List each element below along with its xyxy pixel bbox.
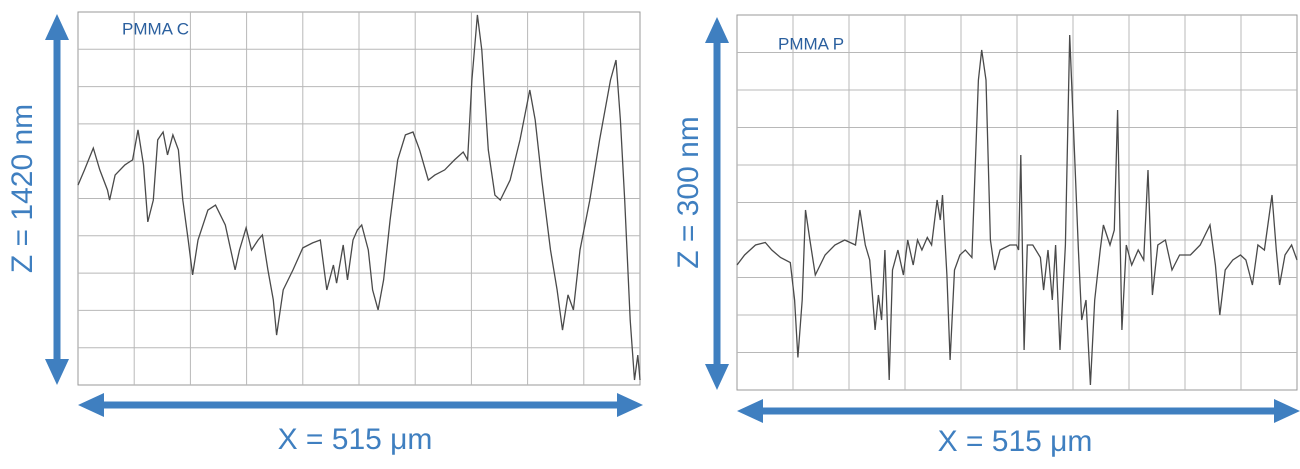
arrow-head bbox=[78, 393, 104, 417]
arrow-head bbox=[45, 359, 69, 385]
profile-line bbox=[736, 34, 1298, 386]
chart-title: PMMA P bbox=[778, 34, 844, 53]
arrow-head bbox=[737, 399, 763, 423]
arrow-head bbox=[705, 364, 729, 390]
arrow-head bbox=[705, 17, 729, 43]
chart-title: PMMA C bbox=[122, 19, 189, 38]
x-axis-label: X = 515 μm bbox=[278, 423, 433, 456]
arrow-head bbox=[45, 14, 69, 40]
profile-line bbox=[77, 14, 641, 381]
x-axis-label: X = 515 μm bbox=[938, 425, 1093, 458]
arrow-head bbox=[617, 393, 643, 417]
y-axis-label: Z = 1420 nm bbox=[6, 104, 39, 273]
arrow-head bbox=[1274, 399, 1300, 423]
y-axis-label: Z = 300 nm bbox=[672, 116, 705, 269]
